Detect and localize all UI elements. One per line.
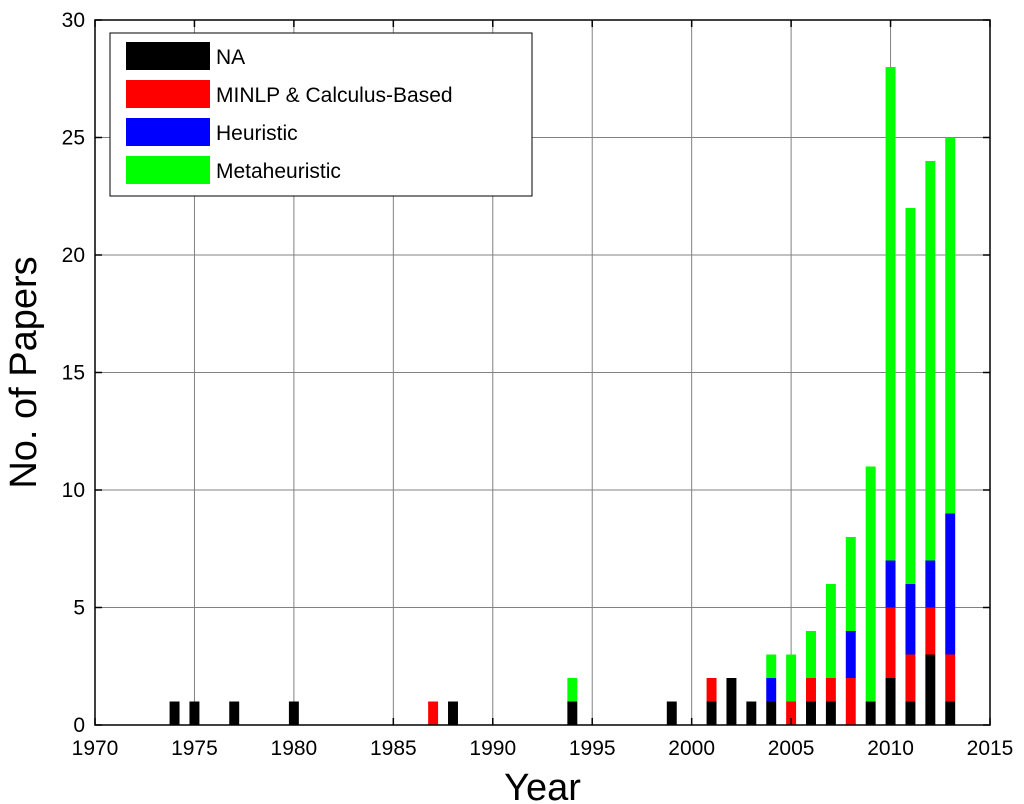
legend-label-heuristic: Heuristic (216, 122, 298, 145)
bar-minlp-calculus-based-2013 (945, 654, 956, 702)
y-tick-label: 15 (62, 362, 85, 385)
bar-metaheuristic-2008 (845, 537, 856, 631)
legend-label-na: NA (216, 46, 245, 69)
bar-minlp-calculus-based-2001 (706, 678, 717, 702)
bar-na-1977 (229, 701, 240, 725)
axis-ticks (94, 19, 991, 726)
bar-heuristic-2004 (766, 678, 777, 702)
bar-heuristic-2013 (945, 513, 956, 655)
legend-label-metaheuristic: Metaheuristic (216, 160, 341, 183)
bar-metaheuristic-2012 (925, 161, 936, 561)
bar-heuristic-2011 (905, 584, 916, 655)
bar-minlp-calculus-based-2012 (925, 607, 936, 655)
legend-label-minlp-calculus-based: MINLP & Calculus-Based (216, 84, 453, 107)
y-tick-label: 25 (62, 127, 85, 150)
y-tick-label: 0 (73, 714, 85, 737)
bar-metaheuristic-2004 (766, 654, 777, 678)
bar-series (169, 67, 956, 725)
bar-na-1975 (189, 701, 200, 725)
bar-na-2001 (706, 701, 717, 725)
bar-na-2003 (746, 701, 757, 725)
x-tick-label: 1980 (271, 737, 318, 760)
bar-metaheuristic-2013 (945, 137, 956, 514)
legend-swatch-na (126, 42, 210, 70)
bar-minlp-calculus-based-2007 (825, 678, 836, 702)
bar-na-1988 (448, 701, 458, 725)
bar-na-2011 (905, 701, 916, 725)
bar-metaheuristic-2009 (865, 466, 876, 702)
x-axis-label: Year (504, 767, 581, 804)
bar-metaheuristic-1994 (567, 678, 578, 702)
legend-swatch-heuristic (126, 118, 210, 146)
y-tick-label: 5 (73, 597, 85, 620)
legend: NA MINLP & Calculus-Based Heuristic Metaheu… (109, 32, 533, 197)
x-tick-label: 1975 (171, 737, 218, 760)
y-tick-labels: 0 5 10 15 20 25 30 (62, 9, 85, 737)
bar-metaheuristic-2011 (905, 208, 916, 584)
bar-minlp-calculus-based-2011 (905, 654, 916, 702)
x-tick-label: 2015 (967, 737, 1014, 760)
bar-heuristic-2008 (845, 631, 856, 678)
x-tick-label: 1995 (569, 737, 616, 760)
y-tick-label: 10 (62, 479, 85, 502)
legend-swatch-metaheuristic (126, 156, 210, 184)
bar-na-2010 (885, 678, 896, 725)
x-tick-label: 2005 (768, 737, 815, 760)
bar-metaheuristic-2005 (786, 654, 797, 702)
y-axis-label: No. of Papers (3, 256, 45, 488)
bar-minlp-calculus-based-2010 (885, 607, 896, 678)
bar-na-1999 (666, 701, 677, 725)
bar-minlp-calculus-based-2008 (845, 678, 856, 725)
x-tick-label: 2010 (867, 737, 914, 760)
bar-na-2013 (945, 701, 956, 725)
bar-na-2007 (825, 701, 836, 725)
bar-na-1974 (169, 701, 180, 725)
bar-heuristic-2010 (885, 560, 896, 608)
x-tick-label: 1990 (469, 737, 516, 760)
bar-metaheuristic-2007 (825, 584, 836, 678)
bar-na-1994 (567, 701, 578, 725)
bar-metaheuristic-2010 (885, 67, 896, 561)
bar-na-1980 (288, 701, 299, 725)
x-tick-label: 2000 (668, 737, 715, 760)
y-tick-label: 20 (62, 244, 85, 267)
y-tick-label: 30 (62, 9, 85, 32)
bar-minlp-calculus-based-2006 (806, 678, 816, 702)
bar-minlp-calculus-based-2005 (786, 701, 797, 725)
bar-na-2012 (925, 654, 936, 725)
bar-na-2004 (766, 701, 777, 725)
x-tick-labels: 1970 1975 1980 1985 1990 1995 2000 2005 2010 2015 (72, 737, 1014, 760)
legend-swatch-minlp-calculus-based (126, 80, 210, 108)
bar-na-2006 (806, 701, 816, 725)
bar-metaheuristic-2006 (806, 631, 816, 678)
x-tick-label: 1970 (72, 737, 119, 760)
bar-na-2002 (726, 678, 737, 725)
bar-heuristic-2012 (925, 560, 936, 608)
bar-na-2009 (865, 701, 876, 725)
x-tick-label: 1985 (370, 737, 417, 760)
bar-minlp-calculus-based-1987 (428, 701, 439, 725)
